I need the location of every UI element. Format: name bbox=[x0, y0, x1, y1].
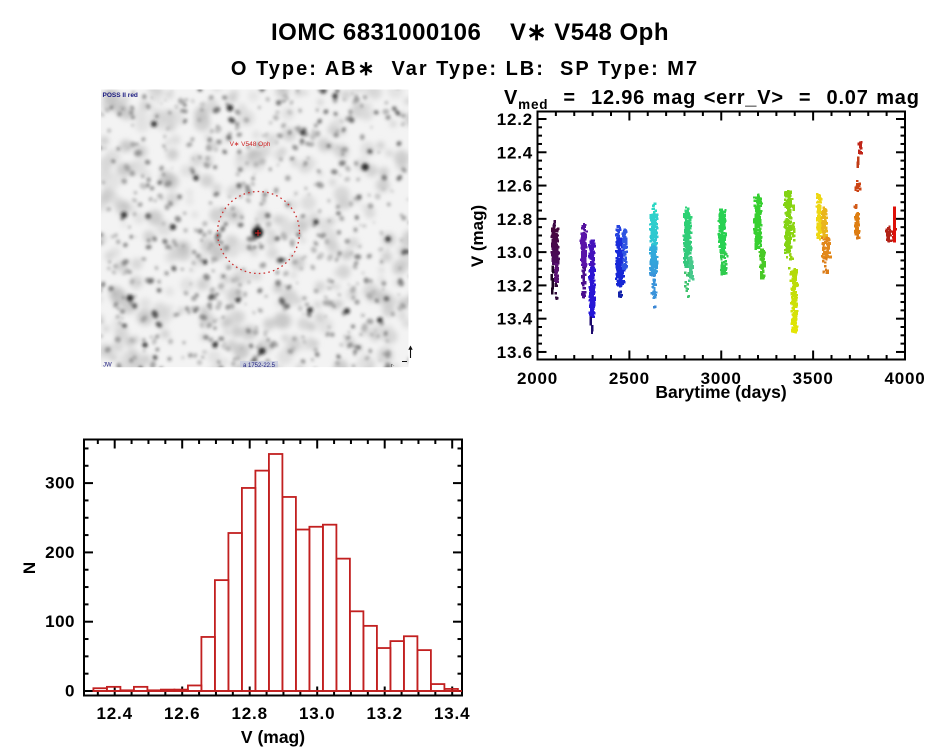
svg-text:12.4: 12.4 bbox=[497, 143, 533, 162]
svg-text:100: 100 bbox=[45, 612, 75, 631]
svg-text:13.2: 13.2 bbox=[367, 704, 403, 723]
svg-text:13.4: 13.4 bbox=[434, 704, 470, 723]
svg-text:r·: r· bbox=[391, 363, 395, 369]
svg-text:12.6: 12.6 bbox=[497, 177, 533, 196]
svg-text:V∗ V548 Oph: V∗ V548 Oph bbox=[230, 141, 271, 148]
svg-text:O Type: AB∗ Var Type: LB: SP: O Type: AB∗ Var Type: LB: SP Type: M7 bbox=[231, 58, 699, 80]
svg-text:V (mag): V (mag) bbox=[241, 727, 305, 747]
svg-text:IOMC 6831000106 V∗ V548 Oph: IOMC 6831000106 V∗ V548 Oph bbox=[271, 19, 669, 46]
svg-text:12.8: 12.8 bbox=[232, 704, 268, 723]
svg-text:4000: 4000 bbox=[884, 369, 925, 388]
svg-text:12.6: 12.6 bbox=[164, 704, 200, 723]
svg-text:Vmed = 12.96 mag <err_V> =: Vmed = 12.96 mag <err_V> = 0.07 mag bbox=[504, 87, 920, 112]
svg-text:2000: 2000 bbox=[517, 369, 558, 388]
svg-text:Barytime (days): Barytime (days) bbox=[655, 382, 786, 402]
svg-text:0: 0 bbox=[65, 682, 75, 701]
svg-text:13.2: 13.2 bbox=[497, 276, 533, 295]
svg-text:300: 300 bbox=[45, 474, 75, 493]
svg-text:V (mag): V (mag) bbox=[468, 205, 487, 267]
svg-text:13.6: 13.6 bbox=[497, 343, 533, 362]
svg-text:13.0: 13.0 bbox=[299, 704, 335, 723]
svg-text:200: 200 bbox=[45, 543, 75, 562]
svg-text:POSS II red: POSS II red bbox=[103, 92, 138, 99]
svg-text:3000: 3000 bbox=[701, 369, 742, 388]
svg-text:12.4: 12.4 bbox=[97, 704, 133, 723]
svg-text:12.8: 12.8 bbox=[497, 210, 533, 229]
svg-text:a 1752-22.5: a 1752-22.5 bbox=[243, 363, 276, 369]
svg-text:3500: 3500 bbox=[793, 369, 834, 388]
svg-text:13.0: 13.0 bbox=[497, 243, 533, 262]
svg-text:2500: 2500 bbox=[609, 369, 650, 388]
svg-text:JW: JW bbox=[103, 363, 112, 369]
svg-text:N: N bbox=[20, 562, 39, 574]
svg-text:13.4: 13.4 bbox=[497, 310, 533, 329]
svg-text:12.2: 12.2 bbox=[497, 110, 533, 129]
